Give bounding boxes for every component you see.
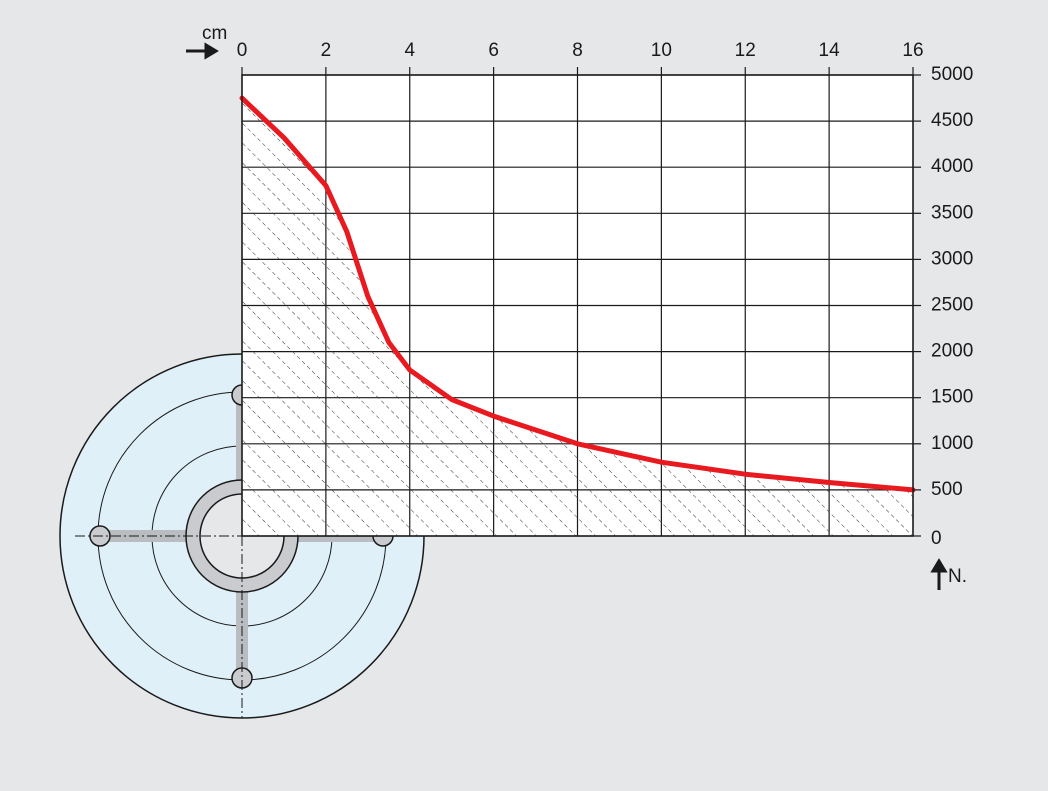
- y-axis-label: N.: [948, 566, 967, 587]
- x-tick-label: 4: [404, 40, 415, 61]
- load-curve: [239, 95, 916, 493]
- y-tick-label: 1000: [931, 433, 973, 454]
- x-tick-label: 8: [572, 40, 583, 61]
- y-tick-label: 2500: [931, 295, 973, 316]
- y-tick-label: 0: [931, 528, 942, 549]
- y-tick-label: 1500: [931, 387, 973, 408]
- x-axis-arrow: [186, 42, 219, 60]
- x-axis-label: cm: [202, 23, 227, 44]
- y-tick-label: 500: [931, 479, 963, 500]
- y-tick-label: 4000: [931, 156, 973, 177]
- plot: [239, 95, 916, 536]
- x-tick-label: 12: [735, 40, 756, 61]
- x-tick-label: 2: [321, 40, 332, 61]
- x-tick-label: 14: [819, 40, 841, 61]
- y-tick-label: 4500: [931, 110, 973, 131]
- y-axis-arrow: [930, 558, 948, 590]
- y-tick-label: 5000: [931, 64, 973, 85]
- x-tick-label: 10: [651, 40, 672, 61]
- x-tick-label: 6: [488, 40, 499, 61]
- y-tick-label: 2000: [931, 341, 973, 362]
- y-tick-label: 3500: [931, 202, 973, 223]
- y-tick-label: 3000: [931, 248, 973, 269]
- hatched-area: [242, 98, 913, 536]
- x-tick-label: 0: [237, 40, 248, 61]
- x-tick-label: 16: [902, 40, 923, 61]
